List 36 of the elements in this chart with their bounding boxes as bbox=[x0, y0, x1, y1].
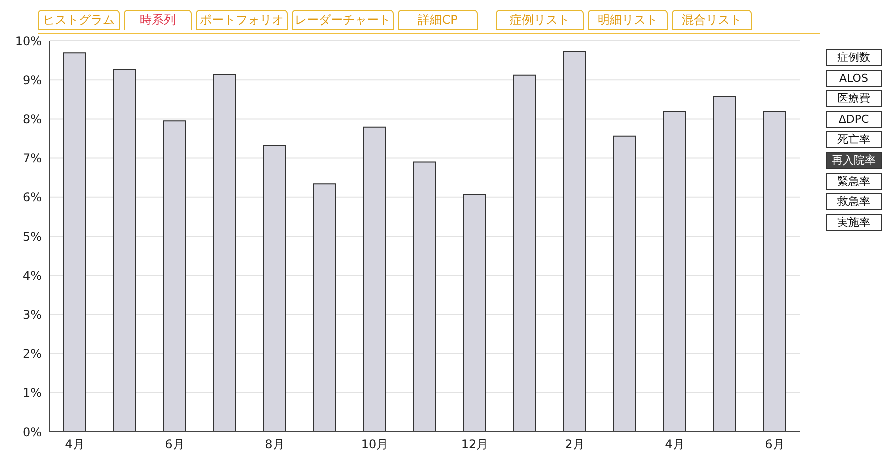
text: 死亡率 bbox=[826, 131, 882, 148]
text: 詳細CP bbox=[398, 10, 478, 30]
y-tick-label: 7% bbox=[22, 152, 42, 166]
text: 混合リスト bbox=[672, 10, 752, 30]
x-tick-label: 6月 bbox=[165, 438, 185, 450]
text: レーダーチャート bbox=[292, 10, 394, 30]
y-tick-label: 9% bbox=[22, 73, 42, 88]
text: ポートフォリオ bbox=[196, 10, 288, 30]
text: 症例数 bbox=[826, 49, 882, 66]
x-tick-label: 8月 bbox=[265, 438, 285, 450]
x-tick-label: 12月 bbox=[461, 438, 489, 450]
text: 明細リスト bbox=[588, 10, 668, 30]
y-tick-label: 10% bbox=[15, 34, 42, 48]
text: ALOS bbox=[826, 70, 882, 87]
text: 医療費 bbox=[826, 90, 882, 108]
x-tick-label: 4月 bbox=[665, 438, 685, 450]
y-tick-label: 1% bbox=[22, 386, 42, 400]
text: ヒストグラム bbox=[38, 10, 120, 30]
y-tick-label: 3% bbox=[22, 308, 42, 322]
text: 緊急率 bbox=[826, 172, 882, 190]
y-tick-label: 4% bbox=[22, 268, 42, 283]
text: 再入院率 bbox=[826, 152, 882, 169]
x-tick-label: 6月 bbox=[765, 438, 785, 450]
y-tick-label: 6% bbox=[22, 190, 42, 205]
x-tick-label: 4月 bbox=[65, 438, 85, 450]
text: ΔDPC bbox=[826, 110, 882, 128]
y-tick-label: 2% bbox=[22, 347, 42, 362]
text: 実施率 bbox=[826, 214, 882, 231]
text: 時系列 bbox=[124, 10, 192, 30]
y-tick-label: 0% bbox=[22, 425, 42, 440]
x-tick-label: 10月 bbox=[361, 438, 389, 450]
x-tick-label: 2月 bbox=[565, 438, 585, 450]
y-tick-label: 8% bbox=[22, 112, 42, 126]
text: 救急率 bbox=[826, 193, 882, 210]
text: 症例リスト bbox=[496, 10, 584, 30]
y-tick-label: 5% bbox=[22, 230, 42, 244]
